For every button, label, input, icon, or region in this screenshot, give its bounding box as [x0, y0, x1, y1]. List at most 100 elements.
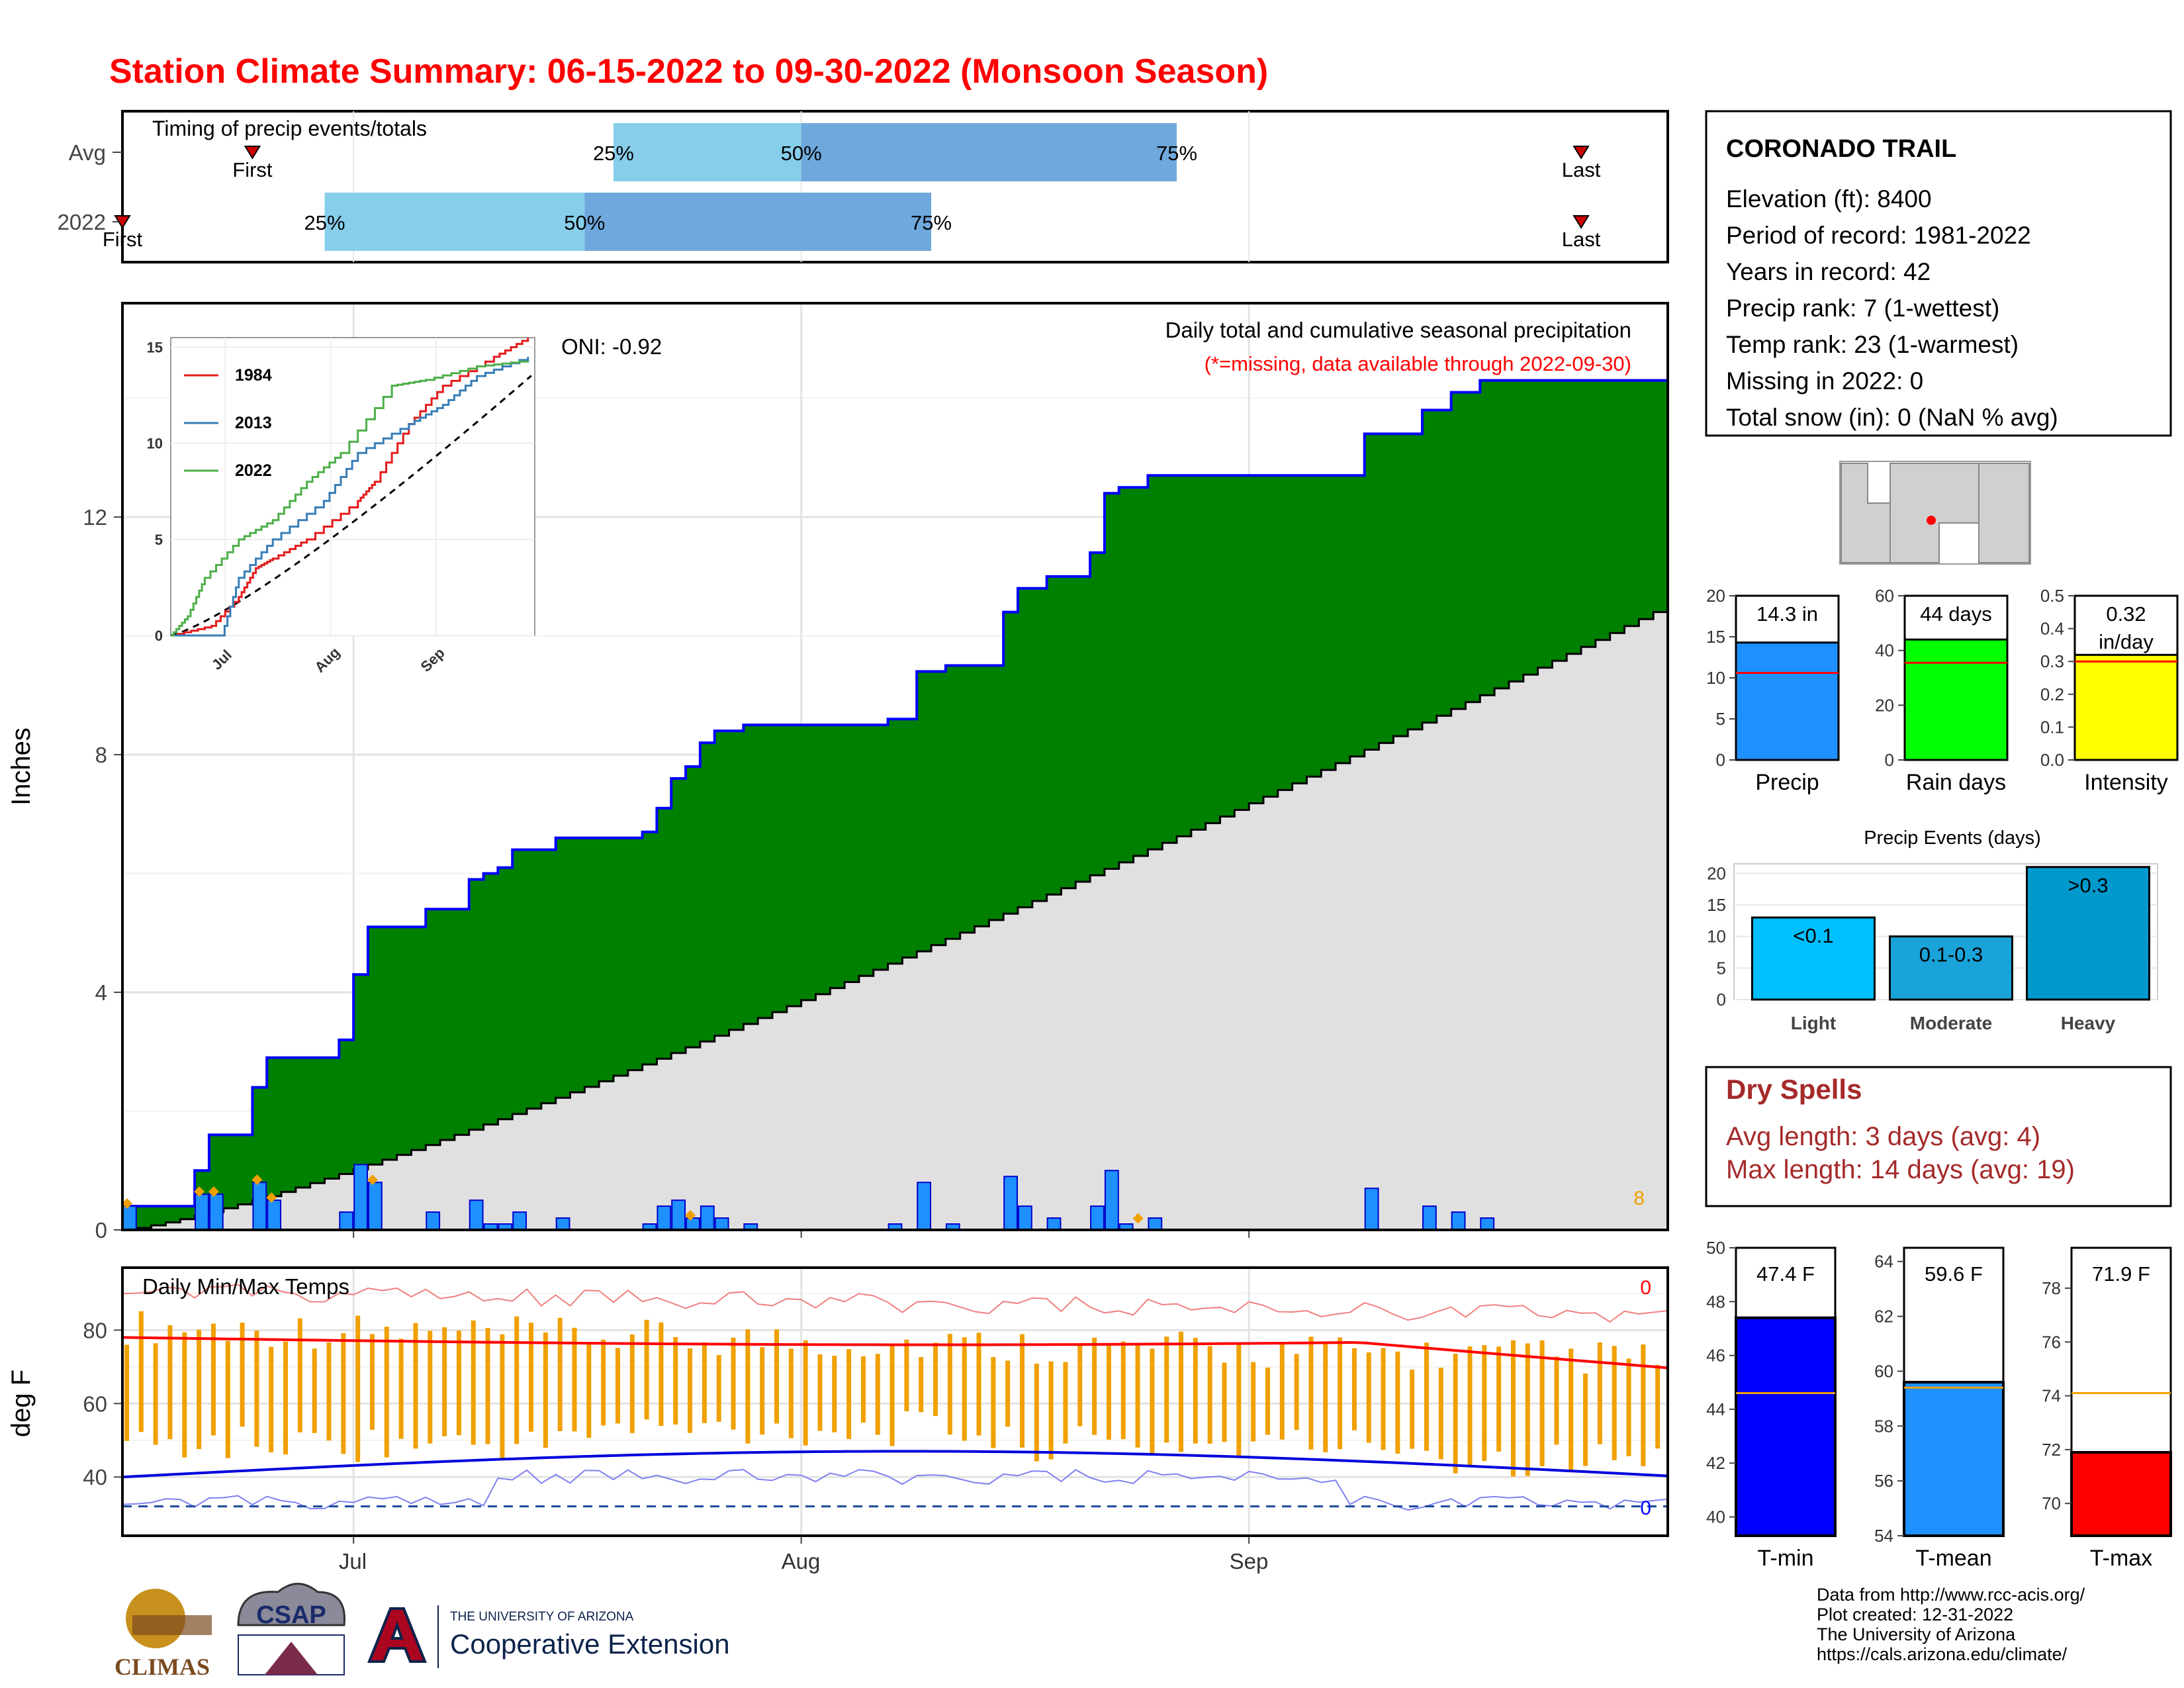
precip-events-tick-label: 15 — [1707, 895, 1726, 915]
daily-precip-bar — [339, 1211, 354, 1231]
temp-bar-category-2: T-max — [2090, 1546, 2152, 1571]
temp-bar-tick-label: 78 — [2042, 1278, 2061, 1298]
month-label-sep: Sep — [1230, 1549, 1269, 1573]
precip-ytick-label: 4 — [95, 980, 107, 1005]
credit-line-3: The University of Arizona — [1817, 1624, 2016, 1644]
daily-temp-range-bar — [413, 1323, 418, 1449]
daily-temp-range-bar — [1251, 1362, 1256, 1442]
daily-precip-bar — [1017, 1205, 1032, 1231]
precip-subtitle: Daily total and cumulative seasonal prec… — [1165, 318, 1631, 342]
timing-bar-25-50 — [613, 123, 801, 181]
ua-logo: THE UNIVERSITY OF ARIZONA Cooperative Ex… — [363, 1605, 730, 1668]
temp-ytick-label: 80 — [83, 1318, 107, 1342]
precip-events-tick-label: 20 — [1707, 863, 1726, 883]
credits: Data from http://www.rcc-acis.org/ Plot … — [1817, 1585, 2085, 1664]
daily-temp-range-bar — [1164, 1336, 1169, 1443]
daily-temp-range-bar — [341, 1333, 346, 1454]
daily-temp-range-bar — [731, 1337, 736, 1430]
mini-bar-tick-label: 5 — [1716, 709, 1725, 729]
station-info-line: Missing in 2022: 0 — [1726, 367, 1923, 395]
daily-precip-bar — [1046, 1217, 1062, 1231]
daily-precip-bar — [1364, 1188, 1379, 1231]
temp-bar-tick-label: 60 — [1874, 1361, 1893, 1381]
daily-temp-range-bar — [456, 1331, 461, 1436]
timing-first-marker — [114, 215, 131, 229]
daily-temp-range-bar — [1569, 1348, 1574, 1472]
dry-spells-title: Dry Spells — [1726, 1074, 1862, 1105]
daily-precip-bar — [671, 1199, 686, 1231]
precip-events-bar-light — [1751, 916, 1876, 1001]
mini-bar-tick-label: 15 — [1706, 627, 1725, 647]
timing-pct-25: 25% — [593, 142, 634, 165]
daily-temp-range-bar — [716, 1354, 721, 1422]
daily-temp-range-bar — [629, 1334, 635, 1433]
precip-ytick-label: 12 — [83, 505, 107, 530]
daily-temp-range-bar — [947, 1334, 952, 1435]
daily-temp-range-bar — [1077, 1343, 1083, 1427]
average-cumulative-area — [122, 612, 1668, 1230]
temp-bar-value-2 — [2070, 1450, 2172, 1537]
daily-temp-range-bar — [760, 1347, 765, 1435]
precip-events-category: Light — [1791, 1013, 1836, 1033]
mini-bar-tick-label: 10 — [1706, 668, 1725, 688]
station-info: CORONADO TRAIL Elevation (ft): 8400 Perio… — [1705, 110, 2172, 437]
mini-bar-tick-label: 0 — [1716, 750, 1725, 770]
dry-spells-max: Max length: 14 days (avg: 19) — [1726, 1155, 2075, 1184]
temp-ylabel: deg F — [7, 1370, 36, 1437]
temp-bar-value-1 — [1903, 1381, 2005, 1537]
daily-temp-range-bar — [803, 1340, 808, 1446]
daily-precip-bar — [267, 1199, 282, 1231]
missing-data-marker-6 — [685, 1210, 696, 1221]
credit-line-4: https://cals.arizona.edu/climate/ — [1817, 1644, 2068, 1664]
mini-bar-tick-label: 20 — [1706, 586, 1725, 606]
daily-temp-range-bar — [197, 1329, 202, 1450]
missing-data-marker-1 — [194, 1186, 205, 1197]
daily-temp-range-bar — [1294, 1354, 1299, 1430]
daily-temp-range-bar — [615, 1348, 620, 1424]
daily-temp-range-bar — [355, 1315, 361, 1462]
daily-temp-range-bar — [1092, 1337, 1097, 1435]
daily-temp-range-bar — [1395, 1351, 1400, 1454]
timing-last-marker — [1572, 215, 1590, 229]
ua-logo-line1: THE UNIVERSITY OF ARIZONA — [450, 1610, 634, 1624]
daily-temp-range-bar — [586, 1344, 592, 1438]
daily-temp-range-bar — [846, 1349, 852, 1439]
missing-data-marker-7 — [1132, 1213, 1144, 1224]
temp-bar-tick-label: 40 — [1706, 1507, 1725, 1527]
daily-temp-range-bar — [644, 1319, 649, 1420]
daily-temp-range-bar — [485, 1328, 490, 1444]
inset-legend-label-1984: 1984 — [235, 366, 272, 385]
temp-bar-tick-label: 70 — [2042, 1493, 2061, 1513]
daily-temp-range-bar — [210, 1323, 216, 1436]
daily-temp-range-bar — [1351, 1348, 1357, 1430]
csap-logo-text: CSAP — [256, 1601, 326, 1629]
temp-bar-tick-label: 46 — [1706, 1346, 1725, 1366]
daily-temp-range-bar — [1366, 1352, 1371, 1443]
precip-events-bar-heavy — [2026, 866, 2150, 1001]
inset-legend-label-2013: 2013 — [235, 414, 272, 432]
precip-panel-frame — [121, 302, 1669, 1231]
daily-temp-range-bar — [283, 1341, 289, 1455]
above-average-area — [122, 380, 1668, 1230]
daily-temp-range-bar — [1279, 1342, 1285, 1440]
daily-temp-range-bar — [817, 1354, 823, 1431]
daily-temp-range-bar — [1005, 1360, 1011, 1427]
daily-temp-range-bar — [138, 1311, 144, 1432]
station-info-line: Precip rank: 7 (1-wettest) — [1726, 295, 1999, 322]
ua-logo-a — [367, 1607, 427, 1663]
mini-bar-tick-label: 20 — [1875, 695, 1894, 715]
daily-temp-range-bar — [976, 1333, 981, 1436]
timing-panel: Timing of precip events/totals Avg 25% 50%… — [58, 110, 1669, 263]
daily-temp-range-bar — [1539, 1340, 1545, 1466]
daily-temp-range-bar — [1193, 1338, 1198, 1444]
timing-last-marker — [1572, 146, 1590, 160]
csap-cloud — [237, 1583, 345, 1626]
daily-temp-range-bar — [1467, 1346, 1473, 1468]
temp-ytick-label: 60 — [83, 1391, 107, 1416]
daily-temp-range-bar — [1034, 1363, 1039, 1462]
temp-label: Daily Min/Max Temps — [142, 1274, 349, 1299]
daily-temp-range-bar — [702, 1342, 707, 1423]
mini-bar-category-0: Precip — [1755, 770, 1819, 795]
daily-temp-range-bar — [1222, 1362, 1227, 1442]
